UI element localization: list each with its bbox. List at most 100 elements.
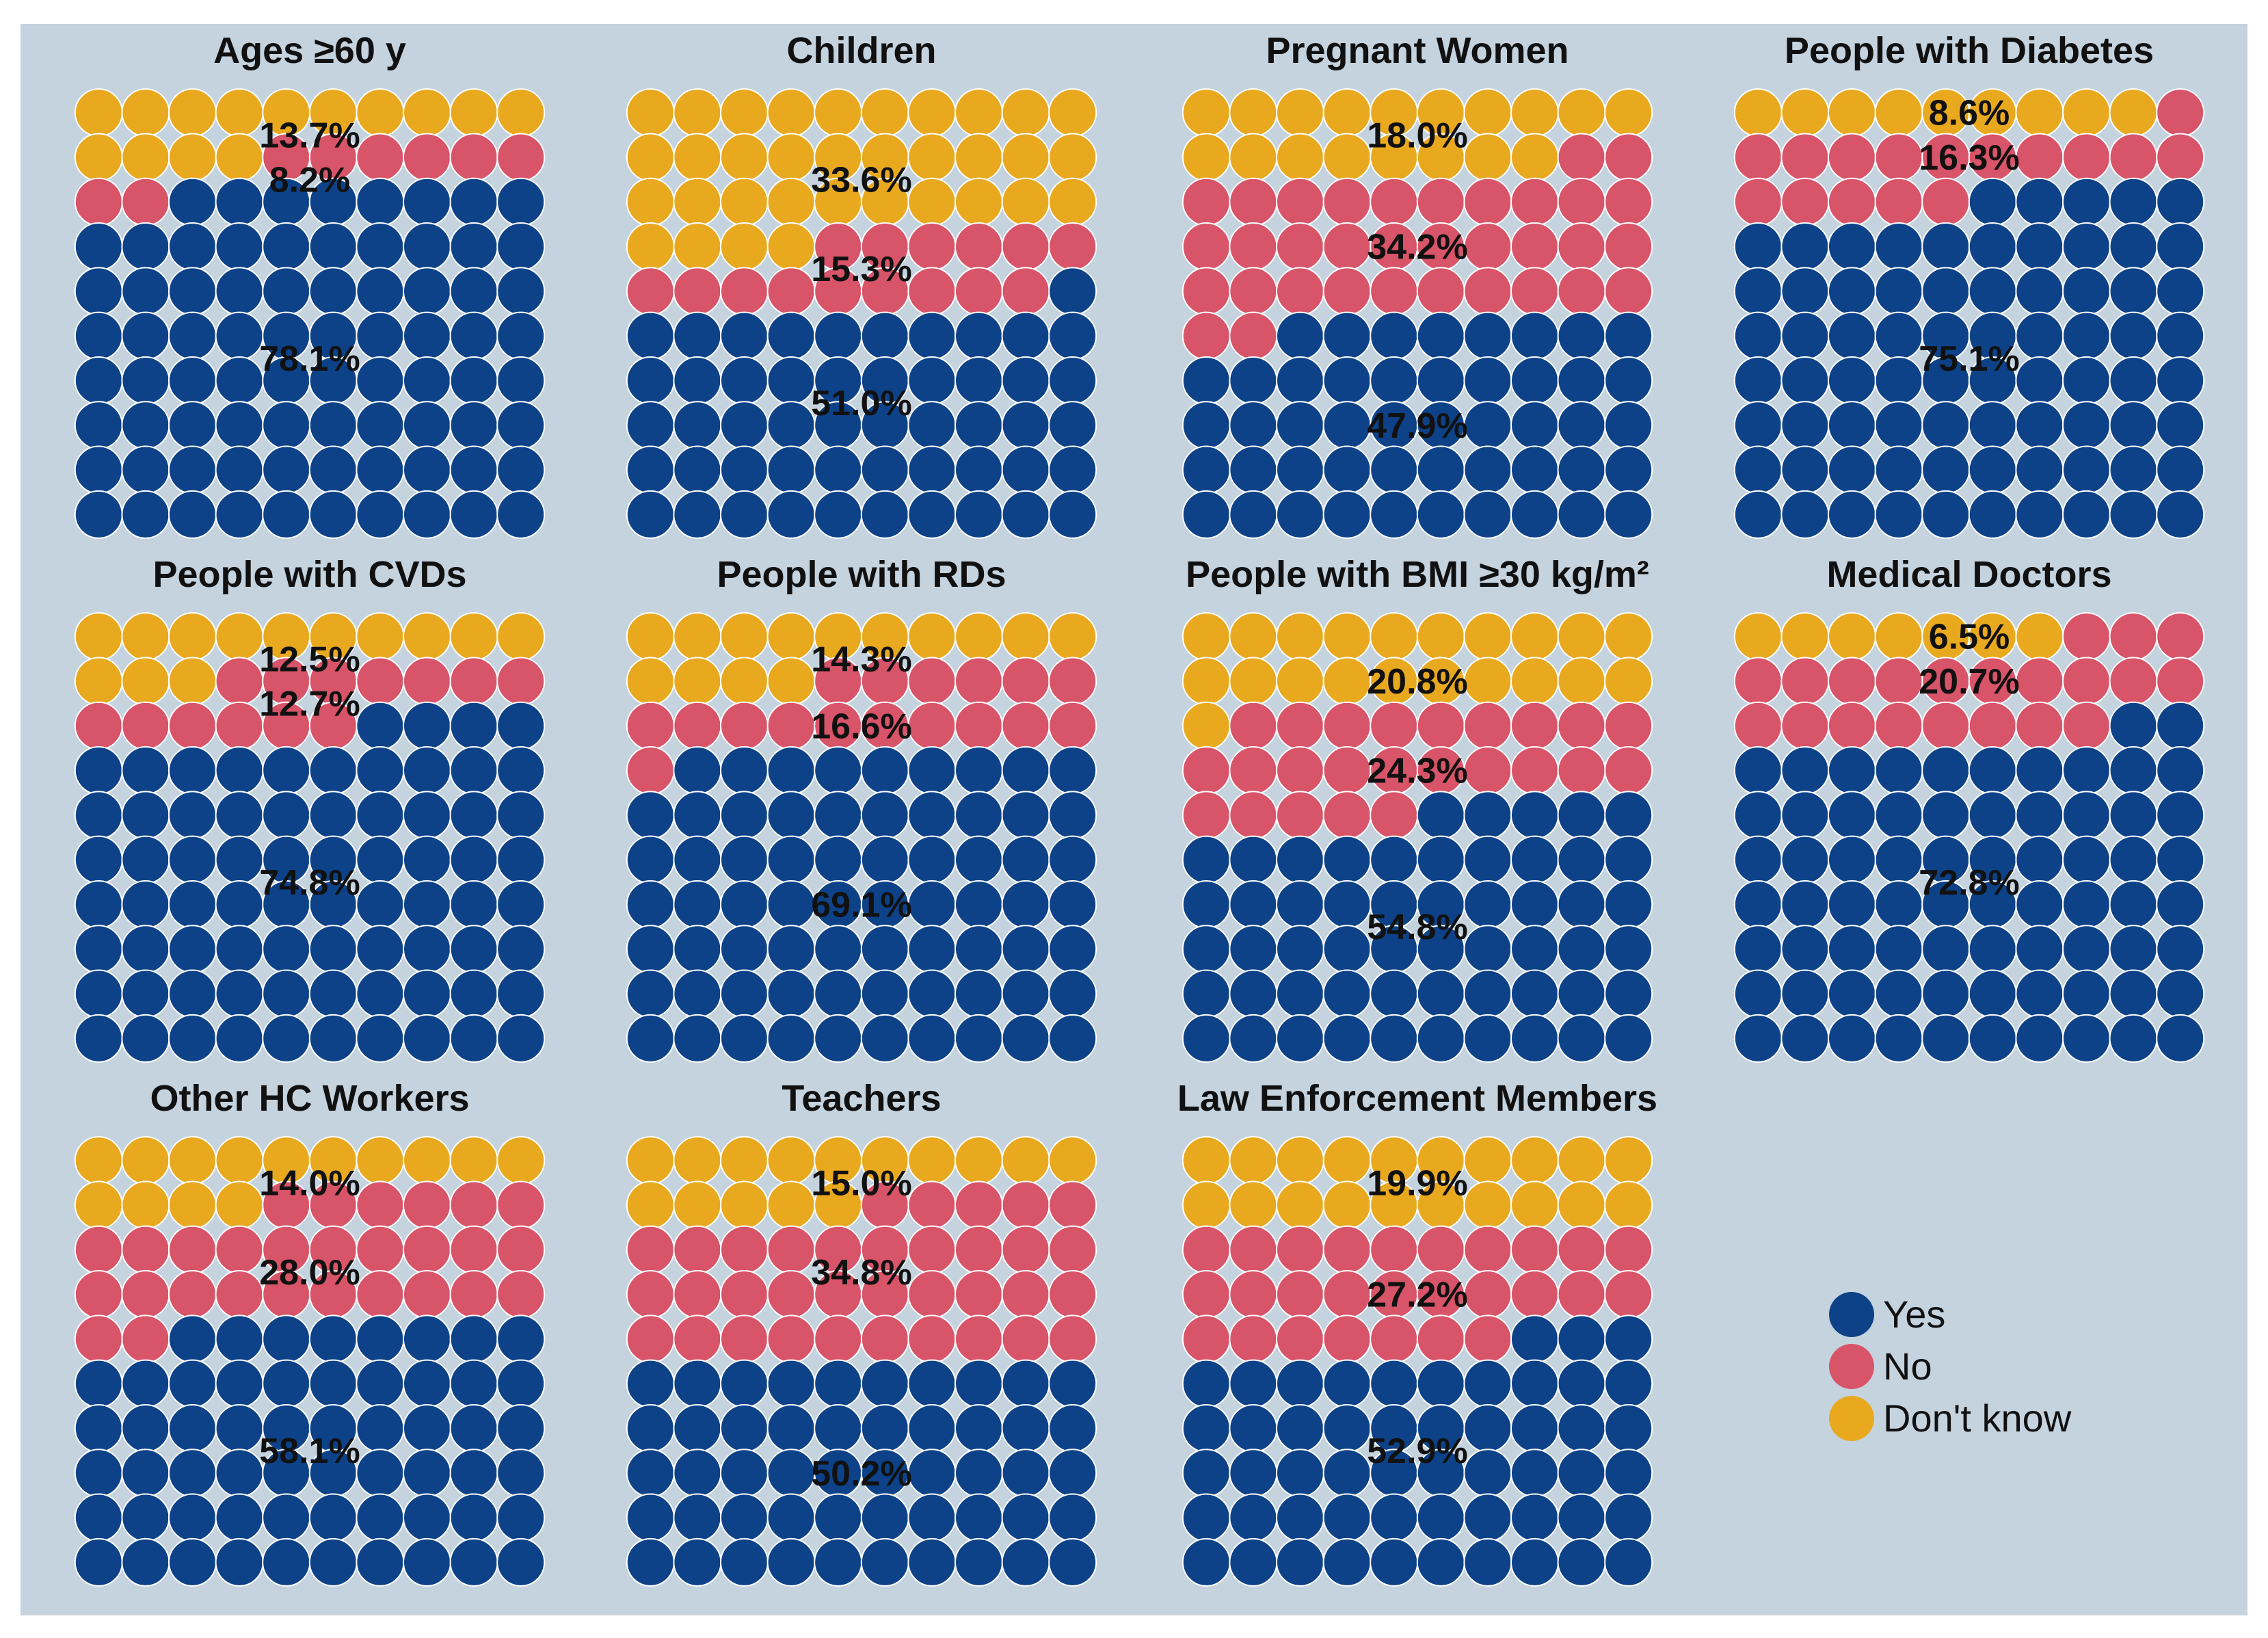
waffle-cell-no [720,1270,769,1319]
waffle-cell-dont-know [626,88,675,137]
waffle-cell-yes [1733,925,1783,974]
waffle-cell-yes [1048,401,1097,450]
waffle-cell-dont-know [74,1136,123,1185]
waffle-cell-yes [496,1403,546,1453]
waffle-cell-yes [955,835,1003,884]
waffle-cell-yes [1416,969,1465,1018]
waffle-cell-yes [449,1359,498,1408]
waffle-cell-dont-know [1001,612,1050,661]
waffle-cell-yes [814,311,863,360]
percent-label-dont-know: 6.5% [1929,618,2010,657]
waffle-cell-yes [1874,746,1923,795]
waffle-cell-yes [1874,791,1923,840]
waffle-cell-yes [1182,1403,1231,1453]
waffle-cell-yes [308,222,358,272]
waffle-cell-yes [1048,1493,1097,1542]
waffle-cell-dont-know [1874,88,1923,137]
waffle-cell-yes [308,1537,358,1587]
waffle-cell-yes [2015,177,2064,226]
waffle-cell-no [1463,1225,1512,1274]
waffle-cell-no [2156,88,2205,137]
waffle-cell-yes [1416,445,1465,494]
waffle-cell-yes [1780,445,1830,494]
waffle-cell-yes [449,1014,498,1063]
waffle-cell-dont-know [403,88,451,137]
waffle-cell-yes [860,969,909,1018]
waffle-cell-no [1276,222,1324,272]
waffle-cell-yes [955,1537,1003,1587]
waffle-cell-no [766,1225,816,1274]
waffle-cell-yes [766,490,816,539]
waffle-cell-no [1182,222,1231,272]
waffle-cell-yes [1921,925,1971,974]
waffle-cell-yes [766,1537,816,1587]
waffle-cell-yes [720,445,769,494]
waffle-cell-yes [1604,356,1653,405]
waffle-cell-yes [1463,791,1512,840]
waffle-cell-no [673,1315,722,1364]
waffle-cell-yes [1182,835,1231,884]
waffle-cell-no [1780,133,1830,182]
waffle-cell-yes [2015,401,2064,450]
waffle-cell-dont-know [1322,1136,1372,1185]
waffle-cell-yes [907,1493,957,1542]
waffle-cell-yes [215,356,264,405]
waffle-cell-no [2109,133,2158,182]
waffle-cell-yes [1276,445,1324,494]
waffle-cell-dont-know [1182,1180,1231,1230]
percent-label-yes: 52.9% [1367,1431,1467,1471]
waffle-cell-no [1874,177,1923,226]
waffle-cell-yes [1182,445,1231,494]
percent-label-no: 27.2% [1367,1276,1467,1315]
waffle-cell-yes [1276,1493,1324,1542]
waffle-cell-yes [2015,746,2064,795]
waffle-cell-yes [673,925,722,974]
waffle-cell-no [1416,177,1465,226]
waffle-cell-yes [814,1537,863,1587]
waffle-cell-yes [168,1315,217,1364]
waffle-cell-yes [2109,356,2158,405]
waffle-cell-no [1182,311,1231,360]
waffle-cell-yes [1229,490,1278,539]
waffle-panel: People with CVDs 12.5% 12.7% 74.8% [74,554,546,1063]
waffle-cell-no [673,701,722,750]
waffle-cell-yes [1968,401,2017,450]
waffle-cell-no [1510,222,1559,272]
waffle-cell-yes [403,1493,451,1542]
percent-label-yes: 51.0% [811,384,911,423]
waffle-cell-yes [496,267,546,316]
waffle-cell-no [74,1270,123,1319]
waffle-cell-no [449,133,498,182]
waffle-cell-yes [1322,835,1372,884]
percent-label-dont-know: 18.0% [1367,116,1467,155]
waffle-cell-no [1370,701,1419,750]
waffle-panel: People with Diabetes 8.6% 16.3% 75.1% [1733,30,2205,539]
waffle-cell-yes [449,925,498,974]
waffle-cell-no [1229,311,1278,360]
waffle-cell-dont-know [673,657,722,706]
waffle-cell-dont-know [814,88,863,137]
waffle-cell-yes [308,1014,358,1063]
waffle-cell-yes [496,1493,546,1542]
waffle-cell-yes [168,401,217,450]
waffle-cell-yes [1733,401,1783,450]
waffle-cell-dont-know [673,222,722,272]
waffle-cell-dont-know [215,1180,264,1230]
waffle-cell-yes [907,401,957,450]
percent-label-dont-know: 14.0% [259,1163,360,1203]
waffle-cell-yes [262,445,311,494]
waffle-cell-dont-know [168,1136,217,1185]
waffle-cell-yes [766,445,816,494]
waffle-cell-no [1604,1225,1653,1274]
waffle-cell-yes [356,791,405,840]
waffle-cell-yes [2109,267,2158,316]
waffle-cell-yes [496,445,546,494]
waffle-cell-no [766,1315,816,1364]
waffle-cell-yes [121,222,170,272]
waffle-cell-dont-know [121,88,170,137]
waffle-cell-no [1557,1270,1606,1319]
waffle-cell-no [907,701,957,750]
waffle-cell-yes [907,1359,957,1408]
waffle-cell-yes [74,490,123,539]
waffle-cell-yes [814,835,863,884]
